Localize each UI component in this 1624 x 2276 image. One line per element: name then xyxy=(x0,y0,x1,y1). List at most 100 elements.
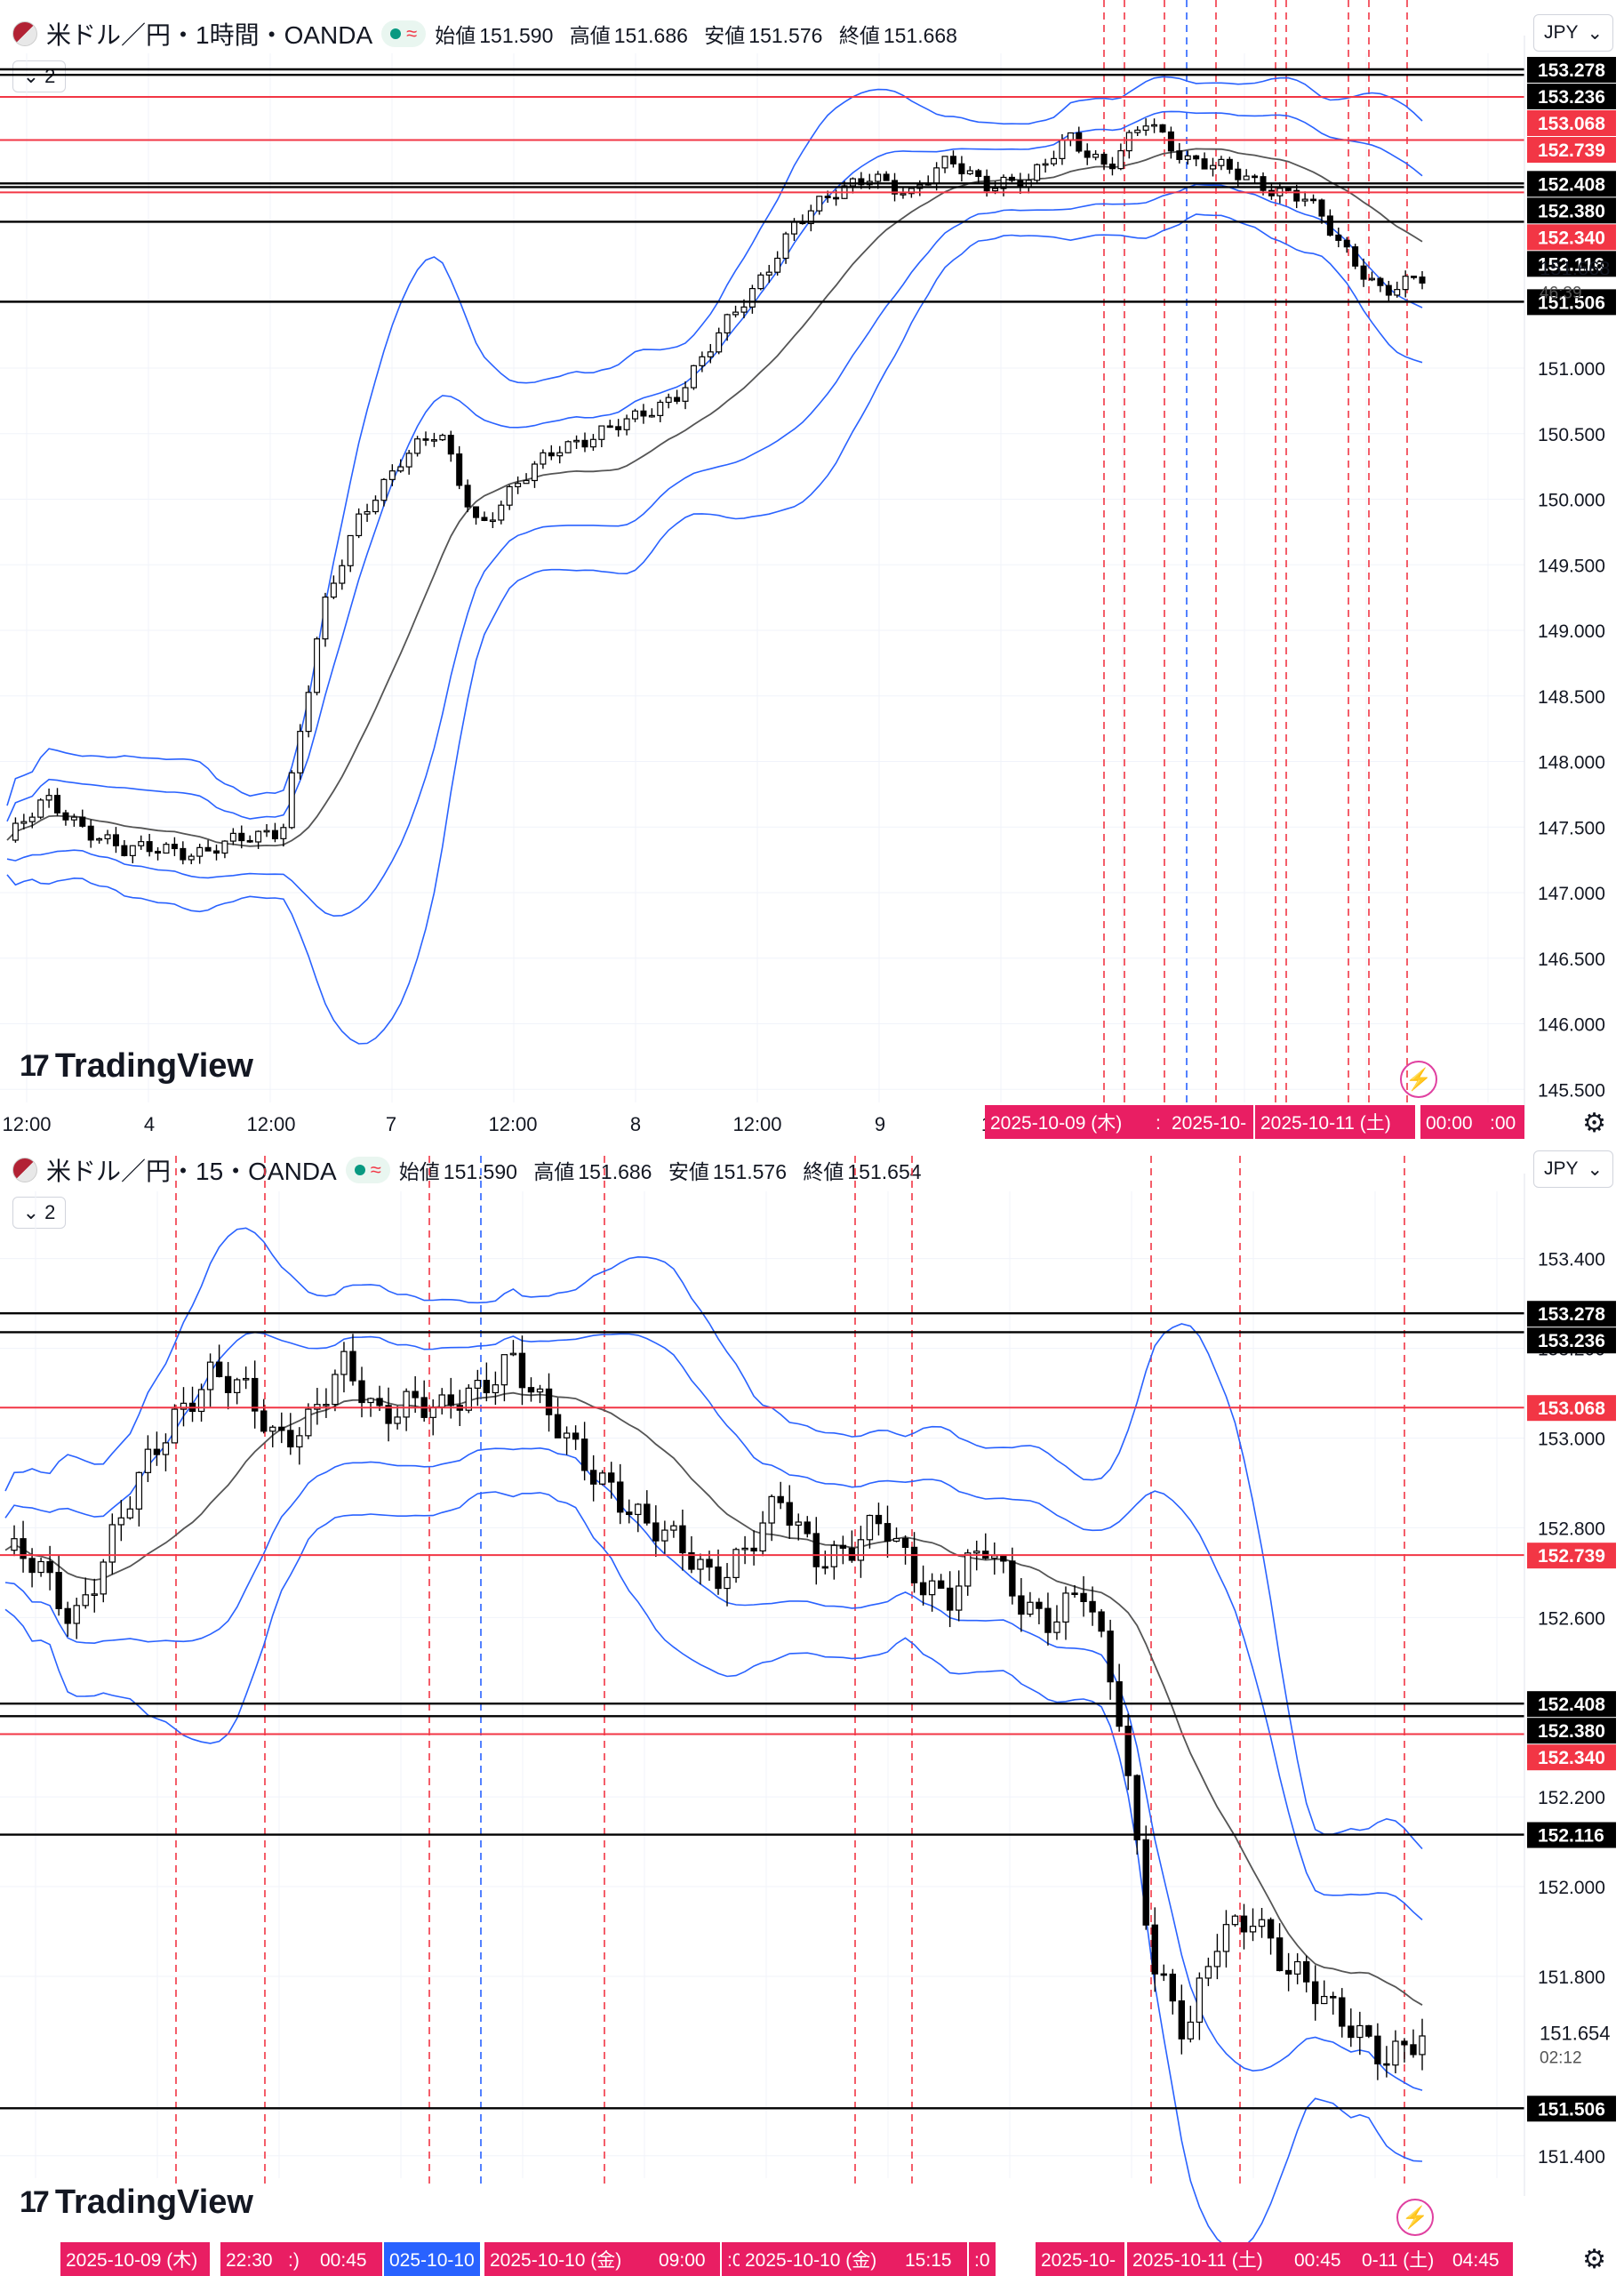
candle-body xyxy=(180,847,187,861)
candle xyxy=(229,828,236,845)
candle-body xyxy=(171,844,178,850)
candle xyxy=(171,837,178,856)
x-tick-label: 12:00 xyxy=(2,1113,51,1135)
x-tick-label: 9 xyxy=(875,1113,885,1135)
candle-body xyxy=(263,829,270,833)
candle xyxy=(246,835,253,844)
candle xyxy=(79,809,86,828)
candle xyxy=(271,822,278,843)
candle xyxy=(221,840,228,859)
chart-pane-1h: 米ドル／円・1時間・OANDA ≈ 始値 151.590 高値 151.686 安値… xyxy=(0,0,1624,711)
tradingview-mark-icon: 17 xyxy=(20,2185,50,2219)
time-label-text: : xyxy=(1156,1113,1161,1134)
candle-body xyxy=(70,816,77,821)
indicator-collapse-button[interactable]: ⌄ 2 xyxy=(12,1197,66,1229)
time-label-box xyxy=(985,1105,1154,1139)
candle-body xyxy=(280,827,287,839)
candle-body xyxy=(212,850,220,854)
axis-tick-label: 146.500 xyxy=(1538,950,1605,970)
currency-selector[interactable]: JPY ⌄ xyxy=(1533,1150,1613,1188)
x-tick-label: 12:00 xyxy=(246,1113,295,1135)
candle xyxy=(12,817,19,843)
symbol-title[interactable]: 米ドル／円・1時間・OANDA xyxy=(46,21,373,49)
candle-body xyxy=(96,837,103,841)
candle xyxy=(212,844,220,861)
indicator-collapse-button[interactable]: ⌄ 2 xyxy=(12,60,66,92)
candle-body xyxy=(138,841,145,846)
wave-icon: ≈ xyxy=(370,1158,381,1181)
candle-body xyxy=(62,812,69,821)
status-pill[interactable]: ≈ xyxy=(345,1157,390,1183)
usd-jpy-flag-icon xyxy=(12,21,37,46)
time-label-box xyxy=(1420,1105,1484,1139)
tradingview-logo-15m: 17 TradingView xyxy=(20,2184,253,2221)
axis-tick-label: 147.500 xyxy=(1538,818,1605,838)
candle-body xyxy=(12,822,19,841)
candle-body xyxy=(104,834,111,840)
currency-selector[interactable]: JPY ⌄ xyxy=(1533,14,1613,52)
chart-pane-15m: 米ドル／円・15・OANDA ≈ 始値 151.590 高値 151.686 安値 1… xyxy=(0,1136,1624,2276)
x-tick-label: 7 xyxy=(386,1113,396,1135)
candle xyxy=(70,813,77,827)
candle-body xyxy=(271,829,278,839)
candle-body xyxy=(229,832,236,842)
candle-body xyxy=(221,840,228,854)
candle xyxy=(180,841,187,865)
time-label-text: 2025-10- xyxy=(1172,1113,1246,1134)
candle-body xyxy=(129,845,136,856)
ohlc-values: 始値 151.590 高値 151.686 安値 151.576 終値 151.654 xyxy=(398,1160,922,1183)
ohlc-values: 始値 151.590 高値 151.686 安値 151.576 終値 151.668 xyxy=(435,24,957,47)
candle xyxy=(96,837,103,844)
candle xyxy=(263,823,270,837)
candle-body xyxy=(297,731,304,773)
lightning-icon[interactable]: ⚡ xyxy=(1400,1061,1437,1098)
candle-body xyxy=(28,816,36,822)
candle xyxy=(54,788,61,816)
candle-body xyxy=(288,772,295,829)
candle xyxy=(129,845,136,864)
tradingview-mark-icon: 17 xyxy=(20,1049,50,1083)
x-tick-label: 12:00 xyxy=(732,1113,781,1135)
settings-gear-icon[interactable]: ⚙ xyxy=(1582,1109,1606,1138)
candle-body xyxy=(54,795,61,813)
tradingview-logo-1h: 17 TradingView xyxy=(20,1047,253,1085)
candle xyxy=(163,842,170,854)
candle xyxy=(87,819,94,848)
time-label-text: 00:00 xyxy=(1426,1113,1473,1134)
lightning-icon[interactable]: ⚡ xyxy=(1396,2199,1434,2236)
wave-icon: ≈ xyxy=(406,22,418,44)
time-label-text: 2025-10-09 (木) xyxy=(990,1113,1122,1134)
candle xyxy=(255,830,262,849)
candle-body xyxy=(188,855,195,861)
time-label-box xyxy=(1484,1105,1524,1139)
candle xyxy=(204,839,212,852)
axis-tick-label: 145.500 xyxy=(1538,1080,1605,1101)
market-open-dot-icon xyxy=(354,1165,365,1175)
candle xyxy=(37,797,44,820)
legend-1h: 米ドル／円・1時間・OANDA ≈ 始値 151.590 高値 151.686 安値… xyxy=(12,16,968,52)
settings-gear-icon[interactable]: ⚙ xyxy=(1582,2245,1606,2274)
status-pill[interactable]: ≈ xyxy=(381,20,427,47)
candle xyxy=(104,829,111,845)
candle-body xyxy=(121,845,128,856)
candle xyxy=(297,724,304,780)
time-label-text: 2025-10-11 (土) xyxy=(1260,1113,1391,1134)
time-label-box xyxy=(1150,1105,1170,1139)
symbol-title[interactable]: 米ドル／円・15・OANDA xyxy=(46,1158,337,1185)
time-label-box xyxy=(1166,1105,1253,1139)
candle xyxy=(28,813,36,829)
candle-body xyxy=(37,799,44,818)
axis-tick-label: 148.000 xyxy=(1538,753,1605,773)
candle-body xyxy=(146,841,153,853)
candle-body xyxy=(79,816,86,827)
candle-body xyxy=(163,844,170,854)
candle-body xyxy=(238,832,245,842)
x-tick-label: 12:00 xyxy=(488,1113,537,1135)
candle xyxy=(62,809,69,826)
candle xyxy=(238,825,245,849)
chevron-down-icon: ⌄ xyxy=(22,65,40,87)
candle xyxy=(146,833,153,857)
candle xyxy=(288,770,295,829)
candle-body xyxy=(155,851,162,854)
chevron-down-icon: ⌄ xyxy=(22,1201,40,1223)
